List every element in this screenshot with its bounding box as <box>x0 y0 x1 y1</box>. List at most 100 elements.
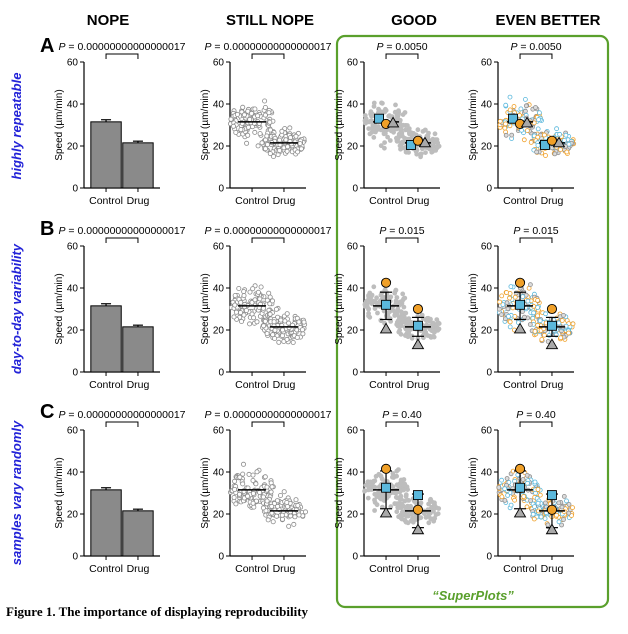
p-value-label: P = 0.015 <box>513 225 558 237</box>
data-point <box>409 511 415 517</box>
data-point <box>398 331 404 337</box>
data-point <box>234 112 240 118</box>
replicate-mean-triangle <box>513 506 527 518</box>
x-tick-label: Drug <box>407 195 430 207</box>
data-point <box>274 513 280 519</box>
data-point <box>375 310 380 316</box>
data-point <box>250 286 256 292</box>
replicate-mean-square <box>508 113 518 124</box>
data-point <box>261 323 267 329</box>
y-tick-label: 60 <box>213 426 225 437</box>
y-tick-label: 40 <box>213 284 225 295</box>
data-point <box>434 317 440 323</box>
data-point <box>378 496 384 502</box>
data-point <box>228 116 234 122</box>
data-point <box>270 332 276 338</box>
y-axis-label: Speed (µm/min) <box>468 89 479 160</box>
data-point <box>279 128 285 134</box>
data-point <box>276 339 282 345</box>
data-point <box>366 306 372 312</box>
data-point <box>385 134 391 140</box>
y-tick-label: 0 <box>218 184 224 195</box>
data-point <box>402 295 408 301</box>
data-point <box>275 503 281 509</box>
data-point <box>390 474 396 480</box>
y-tick-label: 60 <box>347 58 359 69</box>
data-point <box>262 112 268 118</box>
data-point <box>397 121 403 127</box>
data-point <box>535 126 541 132</box>
data-point <box>403 504 409 510</box>
figure-caption: Figure 1. The importance of displaying r… <box>6 604 309 619</box>
data-point <box>387 138 393 143</box>
data-point <box>382 130 388 136</box>
x-tick-label: Control <box>503 563 537 575</box>
data-point <box>260 305 266 311</box>
row-letter-a: A <box>40 35 54 57</box>
data-point <box>376 107 382 113</box>
data-point <box>512 294 518 300</box>
data-point <box>394 116 400 122</box>
data-point <box>245 108 251 114</box>
replicate-mean-triangle <box>552 136 566 148</box>
panel-a-still-nope: 0 20 40 60 Speed (µm/min) Control Drug P = 0.00… <box>200 41 332 207</box>
data-point <box>506 313 511 319</box>
data-point <box>436 506 442 511</box>
data-point <box>252 297 258 303</box>
data-point <box>255 289 261 295</box>
data-point <box>296 319 302 325</box>
bar-drug <box>122 510 154 557</box>
data-point <box>264 297 270 303</box>
data-point <box>570 505 575 511</box>
data-point <box>537 318 543 324</box>
replicate-mean-circle <box>380 277 392 288</box>
panel-a-good: 0 20 40 60 Speed (µm/min) Control Drug P = 0.00… <box>334 41 442 207</box>
replicate-mean-square <box>547 320 557 331</box>
significance-bracket <box>519 53 553 59</box>
data-point <box>254 319 260 325</box>
replicate-mean-square <box>413 490 423 501</box>
p-value-label: P = 0.00000000000000017 <box>58 41 185 53</box>
data-point <box>414 151 420 157</box>
data-point <box>233 501 239 507</box>
y-tick-label: 0 <box>72 552 78 563</box>
data-point <box>401 304 407 310</box>
p-value-label: P = 0.00000000000000017 <box>58 409 185 421</box>
bar-control <box>90 489 122 557</box>
data-point <box>247 321 253 327</box>
data-point <box>290 339 296 345</box>
data-point <box>374 502 380 508</box>
data-point <box>368 487 374 492</box>
significance-bracket <box>105 53 139 59</box>
data-point <box>524 504 530 510</box>
data-point <box>265 517 271 523</box>
data-point <box>504 290 509 295</box>
data-point <box>230 123 236 129</box>
y-tick-label: 40 <box>213 100 225 111</box>
data-point <box>556 519 562 525</box>
data-point <box>430 334 436 339</box>
data-point <box>399 509 405 515</box>
data-point <box>542 332 547 338</box>
data-point <box>258 284 264 290</box>
bar-drug <box>122 326 154 373</box>
data-point <box>508 502 514 508</box>
data-point <box>238 299 244 305</box>
y-axis-label: Speed (µm/min) <box>200 273 211 344</box>
replicate-mean-circle <box>514 277 526 288</box>
data-point <box>429 145 435 151</box>
superplots-label: “SuperPlots” <box>432 588 514 603</box>
data-point <box>372 497 377 503</box>
y-tick-label: 20 <box>481 326 493 337</box>
y-tick-label: 0 <box>72 184 78 195</box>
data-point <box>264 142 270 148</box>
column-header-good: GOOD <box>391 12 437 29</box>
replicate-mean-triangle <box>545 523 559 535</box>
data-point <box>264 133 270 139</box>
data-point <box>559 504 565 510</box>
data-point <box>252 106 258 112</box>
data-point <box>296 512 302 518</box>
y-tick-label: 20 <box>481 510 493 521</box>
data-point <box>264 484 270 490</box>
